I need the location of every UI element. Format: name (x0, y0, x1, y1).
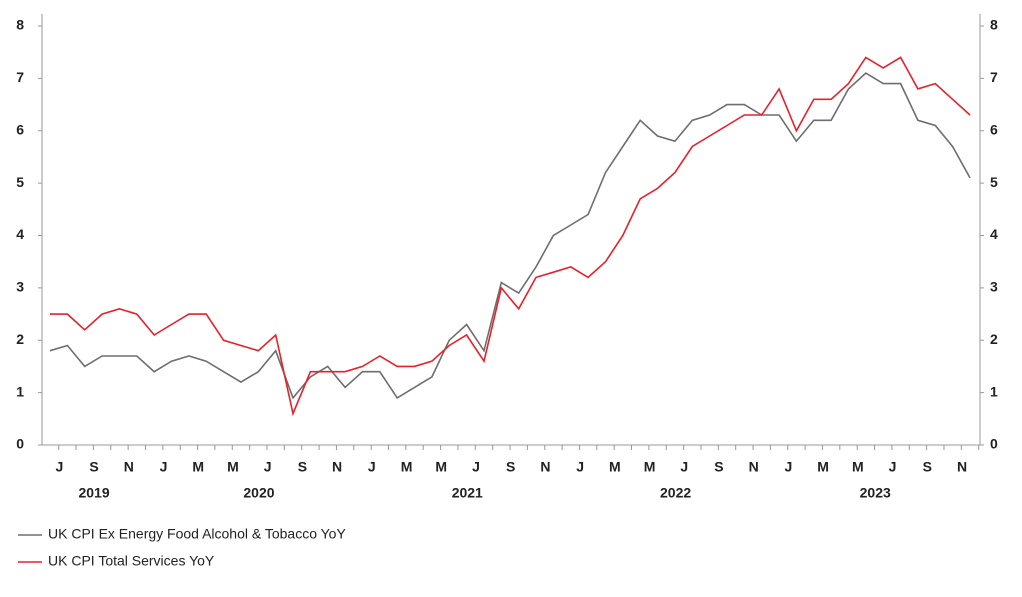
x-tick-label: J (680, 459, 688, 475)
y2-tick-label: 4 (990, 226, 998, 242)
y-tick-label: 8 (16, 17, 24, 33)
x-tick-label: M (852, 459, 864, 475)
year-label: 2020 (243, 485, 274, 501)
x-tick-label: J (264, 459, 272, 475)
x-tick-label: M (401, 459, 413, 475)
y2-tick-label: 7 (990, 69, 998, 85)
x-tick-label: N (332, 459, 342, 475)
y-tick-label: 3 (16, 279, 24, 295)
x-tick-label: J (576, 459, 584, 475)
x-tick-label: M (644, 459, 656, 475)
y2-tick-label: 6 (990, 121, 998, 137)
x-tick-label: M (192, 459, 204, 475)
y-tick-label: 7 (16, 69, 24, 85)
year-label: 2021 (452, 485, 483, 501)
series-line (49, 72, 971, 400)
y-tick-label: 0 (16, 436, 24, 452)
y2-tick-label: 1 (990, 383, 998, 399)
x-tick-label: M (435, 459, 447, 475)
x-tick-label: M (609, 459, 621, 475)
y-tick-label: 5 (16, 174, 24, 190)
x-tick-label: N (957, 459, 967, 475)
x-tick-label: S (298, 459, 307, 475)
x-tick-label: J (368, 459, 376, 475)
x-tick-label: J (889, 459, 897, 475)
x-tick-label: S (714, 459, 723, 475)
y2-tick-label: 3 (990, 279, 998, 295)
x-tick-label: N (124, 459, 134, 475)
series-line (50, 56, 971, 417)
legend-label: UK CPI Total Services YoY (48, 553, 215, 569)
x-tick-label: S (923, 459, 932, 475)
year-label: 2023 (860, 485, 891, 501)
y-tick-label: 2 (16, 331, 24, 347)
y2-tick-label: 0 (990, 436, 998, 452)
x-tick-label: J (160, 459, 168, 475)
y2-tick-label: 2 (990, 331, 998, 347)
x-tick-label: N (540, 459, 550, 475)
y2-tick-label: 5 (990, 174, 998, 190)
year-label: 2022 (660, 485, 691, 501)
x-tick-label: J (55, 459, 63, 475)
y2-tick-label: 8 (990, 17, 998, 33)
legend-label: UK CPI Ex Energy Food Alcohol & Tobacco … (48, 526, 346, 542)
y-tick-label: 6 (16, 121, 24, 137)
x-tick-label: S (89, 459, 98, 475)
x-tick-label: M (227, 459, 239, 475)
year-label: 2019 (78, 485, 109, 501)
x-tick-label: N (749, 459, 759, 475)
x-tick-label: J (785, 459, 793, 475)
x-tick-label: S (506, 459, 515, 475)
y-tick-label: 4 (16, 226, 24, 242)
y-tick-label: 1 (16, 383, 24, 399)
x-tick-label: J (472, 459, 480, 475)
x-tick-label: M (817, 459, 829, 475)
